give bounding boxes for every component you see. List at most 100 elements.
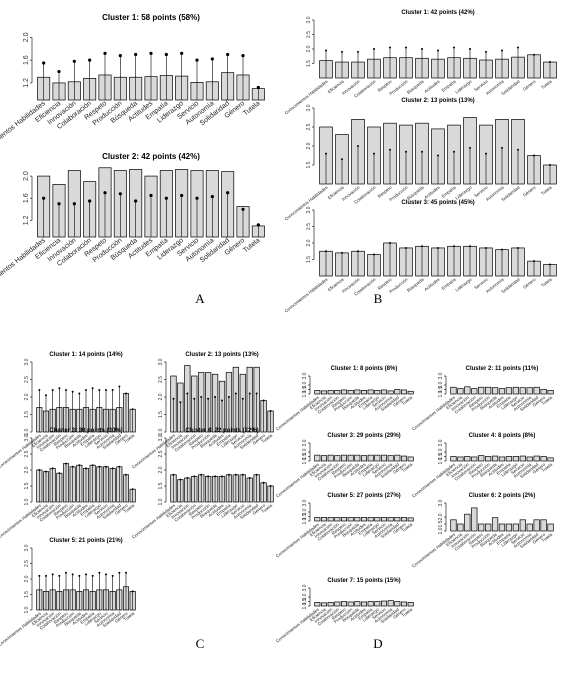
- chart-title: Cluster 3: 30 points (30%): [49, 428, 122, 434]
- bar: [314, 517, 321, 522]
- category-label: Conocimientos Habilidades: [0, 100, 47, 158]
- error-point: [389, 148, 391, 151]
- category-label: Género: [522, 277, 537, 290]
- bar: [464, 456, 471, 462]
- error-point: [453, 46, 455, 49]
- bar: [407, 602, 414, 607]
- chart-title: Cluster 2: 42 points (42%): [102, 152, 200, 161]
- error-point: [437, 154, 439, 157]
- chart-title: Cluster 1: 8 points (8%): [331, 366, 398, 372]
- bar: [505, 456, 513, 462]
- bar: [354, 517, 361, 522]
- category-label: Conocimientos Habilidades: [284, 184, 330, 221]
- error-point: [437, 49, 439, 52]
- bar: [394, 601, 401, 607]
- bar: [374, 601, 381, 607]
- error-point: [91, 574, 94, 577]
- error-point: [72, 59, 76, 63]
- error-point: [58, 574, 61, 577]
- chart-d-13: Cluster 3: 29 points (29%) 1.01.52.0 3.0 Co…: [275, 433, 414, 499]
- error-point: [255, 473, 258, 476]
- bar: [387, 600, 394, 607]
- error-point: [248, 392, 251, 395]
- error-point: [42, 61, 46, 65]
- error-point: [421, 245, 423, 248]
- error-point: [517, 246, 519, 249]
- error-point: [207, 475, 210, 478]
- y-tick-label: 3.0: [302, 439, 308, 446]
- bar: [471, 507, 478, 532]
- bar: [387, 517, 394, 522]
- bar: [526, 387, 533, 395]
- y-tick-label: 1.5: [302, 453, 308, 460]
- error-point: [373, 253, 375, 256]
- error-point: [533, 53, 535, 56]
- error-point: [234, 392, 237, 395]
- error-point: [118, 465, 121, 468]
- bar: [547, 457, 554, 462]
- bar: [505, 387, 513, 395]
- bar: [320, 602, 328, 607]
- error-point: [105, 465, 107, 468]
- category-label: Género: [522, 185, 537, 198]
- y-tick-label: 2.0: [24, 575, 30, 582]
- bar: [498, 523, 506, 532]
- bar: [360, 517, 368, 522]
- y-tick-label: 1.5: [302, 513, 308, 520]
- bar: [407, 456, 414, 462]
- chart-c-6: Cluster 1: 14 points (14%) 1.0 1.5 2.0 2.5 3.…: [0, 352, 136, 470]
- y-tick-label: 2.0: [23, 32, 30, 42]
- category-label: Tutela: [401, 607, 414, 619]
- error-point: [341, 158, 343, 161]
- error-point: [207, 397, 210, 400]
- y-tick-label: 3.0: [302, 372, 308, 379]
- error-point: [341, 251, 343, 254]
- bar: [505, 523, 513, 532]
- bar: [394, 517, 401, 522]
- y-tick-label: 3.0: [306, 104, 312, 111]
- category-label: Búsqueda: [406, 79, 425, 95]
- category-label: Conocimientos Habilidades: [131, 432, 177, 469]
- bar: [485, 386, 492, 395]
- y-tick-label: 3.0: [306, 206, 312, 213]
- error-point: [38, 389, 41, 391]
- chart-title: Cluster 1: 58 points (58%): [102, 13, 200, 22]
- bar: [387, 390, 394, 395]
- bar: [457, 523, 464, 532]
- category-label: Conocimientos Habilidades: [131, 502, 177, 539]
- bar: [354, 454, 361, 462]
- bar: [478, 455, 485, 462]
- y-tick-label: 1.5: [438, 386, 444, 393]
- bar: [354, 601, 361, 607]
- category-label: Tutela: [540, 277, 553, 289]
- bar: [407, 517, 414, 522]
- category-label: Conocimientos Habilidades: [0, 432, 43, 469]
- y-tick-label: 1.0: [438, 390, 444, 397]
- y-tick-label: 3.0: [24, 434, 30, 441]
- error-point: [357, 250, 359, 253]
- error-point: [517, 148, 519, 151]
- category-label: Conocimientos Habilidades: [275, 521, 321, 558]
- chart-title: Cluster 5: 27 points (27%): [327, 493, 400, 499]
- bar: [540, 519, 547, 532]
- chart-title: Cluster 3: 45 points (45%): [401, 200, 474, 206]
- category-label: Tutela: [261, 503, 274, 515]
- error-point: [421, 150, 423, 153]
- y-tick-label: 1.5: [438, 453, 444, 460]
- chart-d-15: Cluster 5: 27 points (27%) 1.01.52.0 3.0 Co…: [275, 493, 414, 559]
- error-point: [38, 469, 41, 471]
- error-point: [241, 473, 244, 476]
- error-point: [125, 571, 127, 574]
- category-label: Búsqueda: [406, 185, 425, 201]
- y-tick-label: 1.2: [23, 78, 30, 88]
- chart-title: Cluster 7: 15 points (15%): [327, 578, 400, 584]
- y-tick-label: 2.0: [302, 381, 308, 388]
- bar: [471, 456, 478, 462]
- error-point: [341, 50, 343, 53]
- error-point: [195, 196, 199, 200]
- chart-c-8: Cluster 3: 30 points (30%) 1.0 1.5 2.0 2.5 3.…: [0, 428, 136, 540]
- error-point: [51, 467, 54, 470]
- error-point: [200, 473, 203, 476]
- y-tick-label: 1.5: [158, 411, 164, 418]
- error-point: [88, 199, 92, 203]
